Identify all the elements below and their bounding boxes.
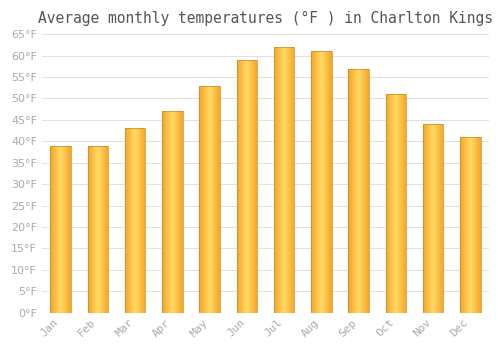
Bar: [125, 128, 146, 313]
Bar: [460, 137, 480, 313]
Bar: [386, 94, 406, 313]
Bar: [200, 86, 220, 313]
Bar: [88, 146, 108, 313]
Bar: [423, 124, 444, 313]
Bar: [311, 51, 332, 313]
Bar: [50, 146, 71, 313]
Title: Average monthly temperatures (°F ) in Charlton Kings: Average monthly temperatures (°F ) in Ch…: [38, 11, 493, 26]
Bar: [348, 69, 369, 313]
Bar: [162, 111, 182, 313]
Bar: [236, 60, 257, 313]
Bar: [274, 47, 294, 313]
